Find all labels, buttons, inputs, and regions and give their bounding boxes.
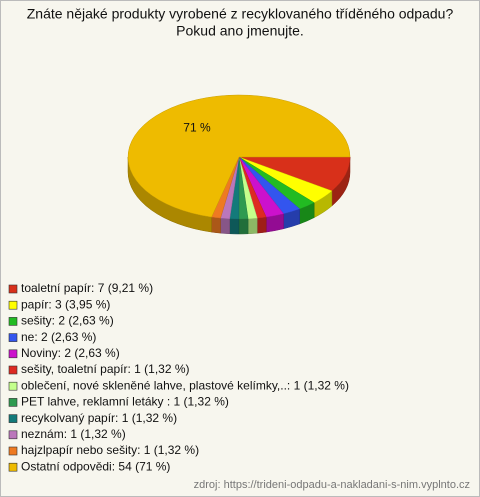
legend-swatch (8, 284, 18, 294)
legend-swatch (8, 462, 18, 472)
legend-swatch (8, 333, 18, 342)
legend-label: Noviny: 2 (2,63 %) (21, 346, 120, 360)
source: zdroj: https://trideni-odpadu-a-nakladan… (194, 479, 470, 491)
legend-swatch (8, 398, 18, 407)
legend-swatch (8, 414, 18, 423)
legend-swatch (8, 430, 18, 440)
legend-label: oblečení, nové skleněné lahve, plastové … (21, 378, 349, 392)
slice-label: 71 % (183, 121, 211, 135)
legend-label: ne: 2 (2,63 %) (21, 330, 96, 344)
legend-swatch (8, 317, 18, 326)
pie-side (238, 218, 249, 235)
pie-side (220, 217, 230, 235)
pie-side (211, 216, 221, 234)
legend-swatch (8, 365, 18, 375)
legend-label: PET lahve, reklamní letáky : 1 (1,32 %) (21, 395, 229, 409)
pie-side (247, 217, 258, 235)
legend-label: Ostatní odpovědi: 54 (71 %) (21, 459, 170, 473)
legend-label: hajzlpapír nebo sešity: 1 (1,32 %) (21, 443, 199, 457)
legend-swatch (8, 446, 18, 456)
legend-swatch (8, 349, 18, 359)
legend-swatch (8, 381, 18, 391)
legend-label: toaletní papír: 7 (9,21 %) (21, 281, 153, 295)
legend-label: sešity, toaletní papír: 1 (1,32 %) (21, 362, 190, 376)
legend-swatch (8, 300, 18, 310)
legend-label: recykolvaný papír: 1 (1,32 %) (21, 411, 177, 425)
pie-slice (127, 94, 351, 218)
legend-label: sešity: 2 (2,63 %) (21, 314, 114, 328)
chart-title: Pokud ano jmenujte. (176, 23, 304, 39)
pie-side (256, 216, 267, 234)
pie-side (229, 218, 240, 235)
legend-label: papír: 3 (3,95 %) (21, 297, 110, 311)
chart-title: Znáte nějaké produkty vyrobené z recyklo… (27, 6, 454, 22)
legend-label: neznám: 1 (1,32 %) (21, 427, 126, 441)
